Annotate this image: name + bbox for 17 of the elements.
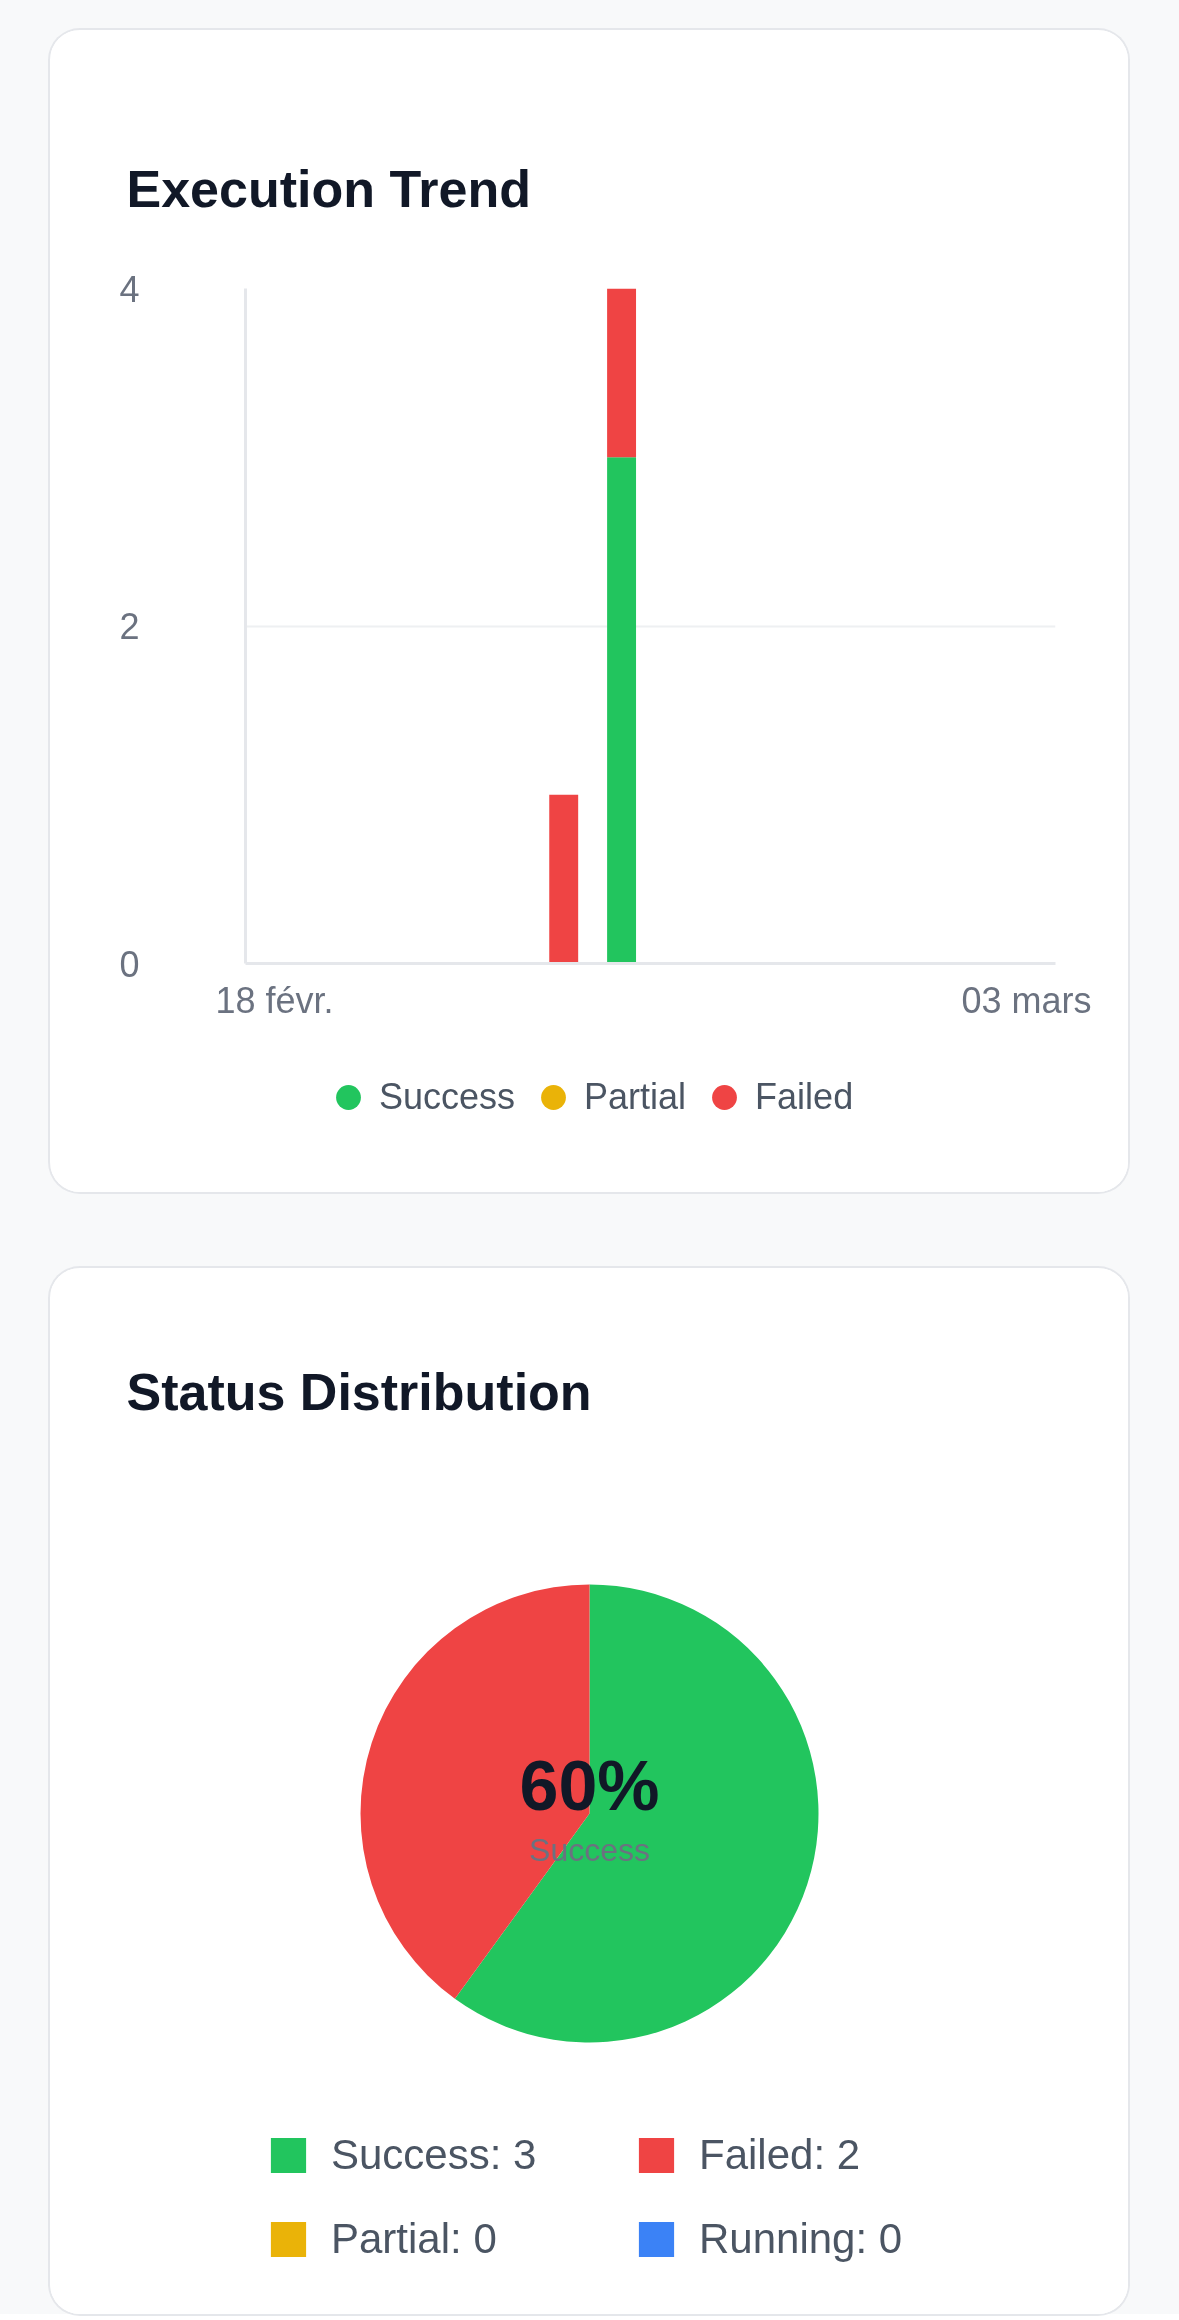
legend-label: Partial: [584, 1076, 687, 1118]
bar: [607, 457, 637, 964]
legend-label: Success: 3: [331, 2131, 538, 2179]
legend-label: Failed: [755, 1076, 854, 1118]
x-tick-label: 18 févr.: [215, 979, 334, 1021]
legend-label: Success: [379, 1076, 516, 1118]
legend-label: Failed: 2: [699, 2131, 862, 2179]
y-tick-label: 2: [119, 606, 140, 647]
bar: [549, 794, 579, 964]
x-tick-label: 03 mars: [961, 979, 1092, 1021]
chart-title: Status Distribution: [126, 1363, 592, 1421]
bar: [607, 288, 637, 458]
y-tick-label: 0: [119, 943, 140, 985]
chart-title: Execution Trend: [126, 159, 532, 218]
legend-label: Partial: 0: [331, 2215, 498, 2263]
legend-label: Running: 0: [699, 2215, 904, 2263]
y-tick-label: 4: [119, 268, 140, 310]
